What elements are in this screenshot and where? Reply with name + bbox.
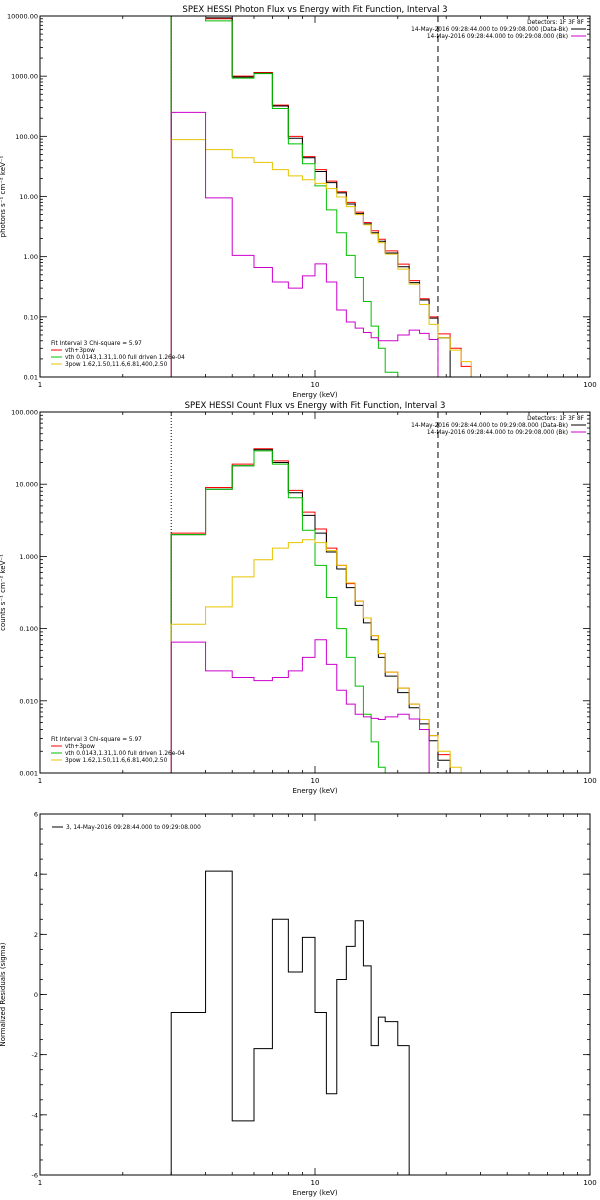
fit-legend-entry: vth 0.0143,1.31,1.00 full driven 1.26e-0… xyxy=(65,751,185,757)
fit-legend-entry: vth+3pow xyxy=(65,348,95,354)
series-line-3 xyxy=(170,16,399,377)
y-tick-label: 0.010 xyxy=(19,697,38,705)
series-line-4 xyxy=(170,539,472,773)
x-axis-label: Energy (keV) xyxy=(292,787,337,795)
x-tick-label: 10 xyxy=(311,381,320,389)
chart-panel-2: SPEX HESSI Count Flux vs Energy with Fit… xyxy=(0,401,597,795)
series-line-1 xyxy=(170,870,410,1175)
series-line-1 xyxy=(170,448,451,773)
fit-legend-entry: 3pow 1.62,1.50,11.6,6.81,400,2.50 xyxy=(65,362,168,368)
x-tick-label: 100 xyxy=(583,381,596,389)
fit-legend-header: Fit Interval 3 Chi-square = 5.97 xyxy=(51,341,142,347)
y-tick-label: 10.00 xyxy=(19,193,38,201)
plot-frame xyxy=(39,813,591,1176)
y-tick-label: 100.000 xyxy=(11,409,38,417)
series-line-1 xyxy=(170,16,472,377)
y-tick-label: 1.000 xyxy=(19,553,38,561)
fit-legend-entry: vth+3pow xyxy=(65,744,95,750)
y-tick-label: 0.10 xyxy=(24,313,38,321)
y-tick-label: 2 xyxy=(34,931,38,939)
x-tick-label: 10 xyxy=(311,1179,320,1187)
y-tick-label: 1000.00 xyxy=(11,73,38,81)
y-tick-label: 0.100 xyxy=(19,625,38,633)
x-tick-label: 10 xyxy=(311,777,320,785)
y-tick-label: 0.001 xyxy=(19,770,38,778)
legend-header: Detectors: 1F 3F 8F xyxy=(527,416,584,422)
y-tick-label: 0.01 xyxy=(24,374,38,382)
x-tick-label: 100 xyxy=(583,1179,596,1187)
series-line-2 xyxy=(170,16,451,377)
series-line-5 xyxy=(170,111,439,377)
legend-entry: 14-May-2016 09:28:44.000 to 09:29:08.000… xyxy=(411,423,568,429)
plot-frame xyxy=(39,15,591,378)
residual-legend-entry: 3, 14-May-2016 09:28:44.000 to 09:29:08.… xyxy=(66,825,201,831)
y-axis-label: Normalized Residuals (sigma) xyxy=(0,942,7,1046)
y-tick-label: -4 xyxy=(32,1111,38,1119)
y-axis-label: photons s⁻¹ cm⁻² keV⁻¹ xyxy=(0,155,7,237)
y-tick-label: 6 xyxy=(34,811,38,819)
chart-panel-1: SPEX HESSI Photon Flux vs Energy with Fi… xyxy=(0,5,597,399)
y-tick-label: 1.00 xyxy=(24,253,38,261)
x-tick-label: 100 xyxy=(583,777,596,785)
chart-panel-3: 1 10 100 -6 -4 -2 0 2 4 6 Energy (keV) Normalized R… xyxy=(0,811,597,1198)
y-tick-label: 10.000 xyxy=(15,481,38,489)
legend-header: Detectors: 1F 3F 8F xyxy=(527,20,584,26)
series-line-2 xyxy=(170,449,451,773)
legend-entry: 14-May-2016 09:28:44.000 to 09:29:08.000… xyxy=(411,27,568,33)
y-tick-label: 0 xyxy=(34,991,38,999)
y-tick-label: -2 xyxy=(32,1051,38,1059)
fit-legend-entry: vth 0.0143,1.31,1.00 full driven 1.26e-0… xyxy=(65,355,185,361)
x-axis-label: Energy (keV) xyxy=(292,1189,337,1197)
chart-title: SPEX HESSI Photon Flux vs Energy with Fi… xyxy=(182,5,447,15)
legend-entry: 14-May-2016 09:28:44.000 to 09:29:08.000… xyxy=(427,430,568,436)
y-tick-label: 4 xyxy=(34,871,38,879)
y-axis-label: counts s⁻¹ cm⁻² keV⁻¹ xyxy=(0,554,7,631)
fit-legend-entry: 3pow 1.62,1.50,11.6,6.81,400,2.50 xyxy=(65,758,168,764)
y-tick-label: 100.00 xyxy=(15,133,38,141)
fit-legend-header: Fit Interval 3 Chi-square = 5.97 xyxy=(51,737,142,743)
chart-title: SPEX HESSI Count Flux vs Energy with Fit… xyxy=(185,401,446,411)
y-tick-label: -6 xyxy=(32,1172,38,1180)
series-line-4 xyxy=(170,139,472,377)
legend-entry: 14-May-2016 09:28:44.000 to 09:29:08.000… xyxy=(427,34,568,40)
x-axis-label: Energy (keV) xyxy=(292,391,337,399)
x-tick-label: 1 xyxy=(38,777,42,785)
plot-frame xyxy=(39,411,591,774)
y-tick-label: 10000.00 xyxy=(7,13,38,21)
x-tick-label: 1 xyxy=(38,1179,42,1187)
series-line-5 xyxy=(170,639,430,773)
series-line-3 xyxy=(170,450,386,773)
x-tick-label: 1 xyxy=(38,381,42,389)
